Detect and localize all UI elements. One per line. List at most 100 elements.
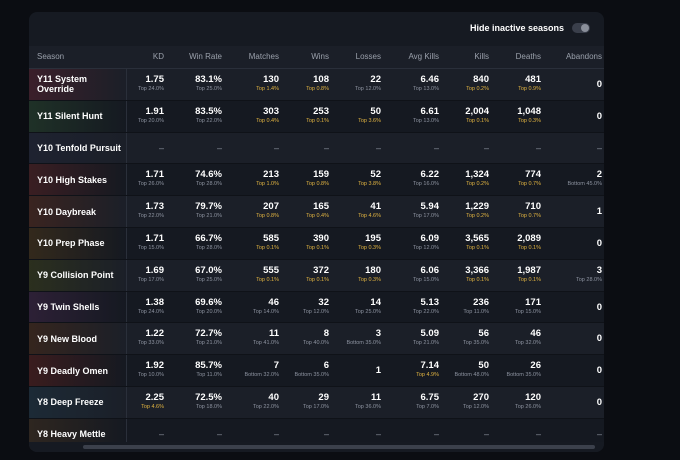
cell-matches: 7 Bottom 32.0% [244, 360, 279, 379]
avg-kills-value: 5.94 [420, 201, 440, 213]
cell-deaths: 171 Top 15.0% [515, 297, 541, 316]
season-name: Y10 Daybreak [29, 196, 127, 227]
cell-matches: 46 Top 14.0% [253, 297, 279, 316]
wins-value: 6 [323, 360, 329, 372]
header-abandons[interactable]: Abandons [565, 52, 602, 61]
avg-kills-value: 6.46 [420, 74, 440, 85]
abandons-value: 3 [596, 264, 602, 276]
kills-value: 270 [473, 391, 489, 403]
header-losses[interactable]: Losses [355, 52, 381, 61]
cell-kills-empty: – [483, 142, 489, 153]
avg-kills-rank: Top 13.0% [413, 86, 439, 92]
table-row[interactable]: Y9 Twin Shells 1.38 Top 24.0% 69.6% Top 20.0… [29, 291, 604, 324]
kd-value: 1.73 [145, 201, 165, 213]
table-row[interactable]: Y10 Prep Phase 1.71 Top 15.0% 66.7% Top 28.0… [29, 227, 604, 260]
abandons-rank: Bottom 45.0% [567, 181, 602, 188]
header-win-rate[interactable]: Win Rate [189, 52, 222, 61]
cell-wins: 29 Top 17.0% [303, 392, 329, 411]
kills-rank: Top 0.2% [466, 86, 489, 92]
deaths-rank: Top 0.1% [518, 244, 541, 251]
horizontal-scrollbar[interactable] [29, 442, 604, 452]
table-row[interactable]: Y11 System Override 1.75 Top 24.0% 83.1% Top… [29, 69, 604, 101]
cell-avg-kills: 5.94 Top 17.0% [413, 201, 439, 220]
season-name: Y10 High Stakes [29, 164, 127, 196]
season-name: Y9 Collision Point [29, 259, 127, 291]
scrollbar-thumb[interactable] [83, 445, 595, 449]
avg-kills-value: 5.09 [420, 328, 440, 340]
cell-matches: 40 Top 22.0% [253, 392, 279, 411]
table-row[interactable]: Y9 Collision Point 1.69 Top 17.0% 67.0% Top … [29, 259, 604, 292]
deaths-rank: Top 0.9% [518, 86, 541, 92]
kd-value: 1.75 [145, 74, 165, 85]
losses-rank: Top 12.0% [355, 86, 381, 92]
cell-kd: 1.71 Top 15.0% [138, 233, 164, 252]
wins-rank: Top 0.1% [306, 276, 329, 283]
matches-value: 7 [273, 360, 279, 372]
avg-kills-value: 6.09 [420, 232, 440, 244]
cell-matches: 213 Top 1.0% [256, 169, 279, 188]
deaths-value: 171 [525, 296, 541, 308]
cell-abandons: 3 Top 28.0% [576, 265, 602, 284]
table-body: Y11 System Override 1.75 Top 24.0% 83.1% Top… [29, 69, 604, 451]
cell-deaths: 26 Bottom 35.0% [506, 360, 541, 379]
cell-abandons: 1 [597, 206, 602, 217]
matches-rank: Top 22.0% [253, 403, 279, 410]
wins-rank: Top 12.0% [303, 308, 329, 315]
cell-wins: 6 Bottom 35.0% [294, 360, 329, 379]
avg-kills-value: 7.14 [420, 360, 440, 372]
cell-deaths: 1,987 Top 0.1% [517, 265, 541, 284]
avg-kills-rank: Top 22.0% [413, 308, 439, 315]
cell-kills: 840 Top 0.2% [466, 74, 489, 93]
avg-kills-rank: Top 13.0% [413, 117, 439, 124]
matches-value: 585 [263, 232, 279, 244]
matches-value: 555 [263, 264, 279, 276]
cell-kills: 2,004 Top 0.1% [465, 106, 489, 125]
table-row[interactable]: Y8 Deep Freeze 2.25 Top 4.6% 72.5% Top 18.0%… [29, 386, 604, 419]
hide-inactive-label: Hide inactive seasons [469, 23, 564, 33]
deaths-rank: Top 0.7% [518, 213, 541, 220]
cell-avg-kills: 6.61 Top 13.0% [413, 106, 439, 125]
table-row[interactable]: Y9 New Blood 1.22 Top 33.0% 72.7% Top 21.0% 1… [29, 323, 604, 356]
matches-value: 213 [263, 169, 279, 181]
table-row[interactable]: Y10 Daybreak 1.73 Top 22.0% 79.7% Top 21.0% 2… [29, 196, 604, 228]
win-rate-rank: Top 25.0% [196, 86, 222, 92]
hide-inactive-toggle-group[interactable]: Hide inactive seasons [470, 23, 590, 33]
header-deaths[interactable]: Deaths [515, 52, 541, 61]
matches-rank: Top 0.1% [256, 276, 279, 283]
cell-losses: 41 Top 4.6% [358, 201, 381, 220]
table-header: Season KD Win Rate Matches Wins Losses Avg Kil… [29, 46, 604, 69]
header-kd[interactable]: KD [152, 52, 164, 61]
table-row[interactable]: Y11 Silent Hunt 1.91 Top 20.0% 83.5% Top 22.… [29, 100, 604, 133]
table-row[interactable]: Y10 High Stakes 1.71 Top 26.0% 74.6% Top 28.… [29, 164, 604, 197]
table-row[interactable]: Y9 Deadly Omen 1.92 Top 10.0% 85.7% Top 11.0… [29, 355, 604, 387]
cell-abandons: 0 [597, 79, 602, 90]
table-row[interactable]: Y10 Tenfold Pursuit – – – – – – – – – [29, 132, 604, 165]
cell-losses-empty: – [375, 428, 381, 439]
header-season[interactable]: Season [37, 52, 65, 61]
header-avg-kills[interactable]: Avg Kills [408, 52, 439, 61]
matches-value: 130 [263, 74, 279, 85]
wins-value: 8 [323, 328, 329, 340]
deaths-rank: Top 0.1% [518, 276, 541, 283]
kd-rank: Top 26.0% [138, 181, 164, 188]
cell-deaths: 2,089 Top 0.1% [517, 233, 541, 252]
cell-win-rate: 66.7% Top 28.0% [195, 233, 222, 252]
losses-rank: Top 3.6% [358, 117, 381, 124]
season-stats-table: Season KD Win Rate Matches Wins Losses Avg Kil… [29, 46, 604, 451]
cell-win-rate: 67.0% Top 25.0% [195, 265, 222, 284]
avg-kills-rank: Top 4.9% [416, 372, 439, 379]
matches-rank: Top 0.8% [256, 213, 279, 220]
season-name: Y11 System Override [29, 69, 127, 100]
avg-kills-value: 6.61 [420, 105, 440, 117]
header-matches[interactable]: Matches [248, 52, 279, 61]
kills-value: 3,366 [465, 264, 489, 276]
header-kills[interactable]: Kills [474, 52, 489, 61]
kills-value: 236 [473, 296, 489, 308]
cell-deaths: 710 Top 0.7% [518, 201, 541, 220]
cell-matches: 555 Top 0.1% [256, 265, 279, 284]
losses-rank: Top 36.0% [355, 403, 381, 410]
hide-inactive-toggle[interactable] [572, 23, 590, 33]
header-wins[interactable]: Wins [311, 52, 329, 61]
avg-kills-value: 5.13 [420, 296, 440, 308]
matches-rank: Top 0.4% [256, 117, 279, 124]
